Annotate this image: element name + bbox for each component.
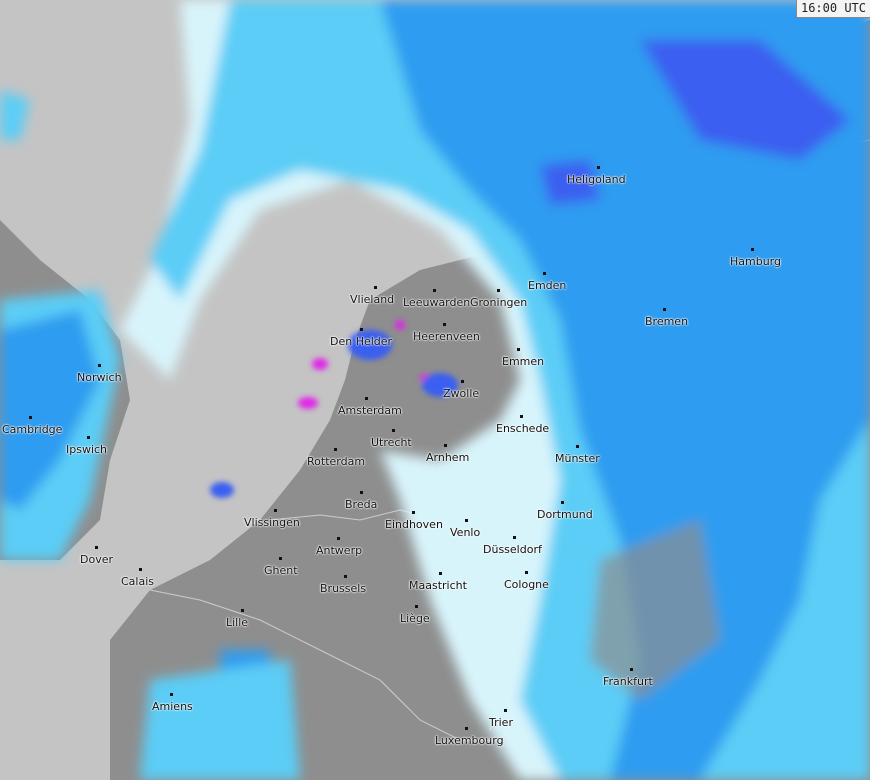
city-marker	[415, 605, 418, 608]
city-label: Cambridge	[2, 423, 63, 436]
city-marker	[392, 429, 395, 432]
city-label: Arnhem	[426, 451, 470, 464]
city-marker	[374, 286, 377, 289]
city-marker	[513, 536, 516, 539]
city-label: Frankfurt	[603, 675, 653, 688]
city-label: Heerenveen	[413, 330, 480, 343]
city-marker	[334, 448, 337, 451]
city-label: Trier	[489, 716, 513, 729]
city-label: Münster	[555, 452, 600, 465]
city-label: Eindhoven	[385, 518, 443, 531]
city-label: Breda	[345, 498, 378, 511]
city-label: Zwolle	[443, 387, 480, 400]
city-label: Heligoland	[567, 173, 626, 186]
city-marker	[433, 289, 436, 292]
city-label: Utrecht	[371, 436, 412, 449]
city-label: Düsseldorf	[483, 543, 542, 556]
city-marker	[543, 272, 546, 275]
city-marker	[520, 415, 523, 418]
city-marker	[663, 308, 666, 311]
city-marker	[87, 436, 90, 439]
city-label: Calais	[121, 575, 155, 588]
city-label: Emden	[528, 279, 567, 292]
city-label: Hamburg	[730, 255, 781, 268]
city-marker	[517, 348, 520, 351]
city-marker	[241, 609, 244, 612]
city-marker	[465, 519, 468, 522]
city-label: Den Helder	[330, 335, 393, 348]
city-marker	[439, 572, 442, 575]
city-label: Lille	[226, 616, 249, 629]
city-marker	[274, 509, 277, 512]
city-marker	[561, 501, 564, 504]
city-label: Maastricht	[409, 579, 467, 592]
city-marker	[461, 380, 464, 383]
city-marker	[360, 328, 363, 331]
city-marker	[139, 568, 142, 571]
city-marker	[497, 289, 500, 292]
city-label: Norwich	[77, 371, 122, 384]
city-label: Rotterdam	[307, 455, 366, 468]
city-marker	[98, 364, 101, 367]
city-label: Dortmund	[537, 508, 593, 521]
city-label: Dover	[80, 553, 113, 566]
city-marker	[443, 323, 446, 326]
city-marker	[465, 727, 468, 730]
city-label: Enschede	[496, 422, 550, 435]
city-marker	[525, 571, 528, 574]
city-marker	[576, 445, 579, 448]
city-label: Ghent	[264, 564, 298, 577]
city-marker	[29, 416, 32, 419]
city-label: Venlo	[450, 526, 481, 539]
city-label: Luxembourg	[435, 734, 504, 747]
city-marker	[444, 444, 447, 447]
city-label: Brussels	[320, 582, 367, 595]
city-marker	[344, 575, 347, 578]
city-marker	[337, 537, 340, 540]
city-label: Amiens	[152, 700, 193, 713]
city-label: Cologne	[504, 578, 549, 591]
city-marker	[360, 491, 363, 494]
city-label: Leeuwarden	[403, 296, 471, 309]
city-label: Groningen	[470, 296, 528, 309]
city-marker	[279, 557, 282, 560]
city-marker	[751, 248, 754, 251]
city-label: Vlissingen	[244, 516, 300, 529]
city-marker	[95, 546, 98, 549]
city-label: Emmen	[502, 355, 545, 368]
city-label: Liège	[400, 612, 430, 625]
city-label: Vlieland	[350, 293, 395, 306]
city-marker	[365, 397, 368, 400]
city-marker	[597, 166, 600, 169]
city-marker	[630, 668, 633, 671]
city-label: Bremen	[645, 315, 689, 328]
city-label: Antwerp	[316, 544, 363, 557]
timestamp-label: 16:00 UTC	[795, 0, 870, 18]
intense-cells	[210, 320, 458, 498]
city-marker	[504, 709, 507, 712]
city-marker	[170, 693, 173, 696]
city-label: Amsterdam	[338, 404, 402, 417]
city-label: Ipswich	[66, 443, 108, 456]
city-marker	[412, 511, 415, 514]
